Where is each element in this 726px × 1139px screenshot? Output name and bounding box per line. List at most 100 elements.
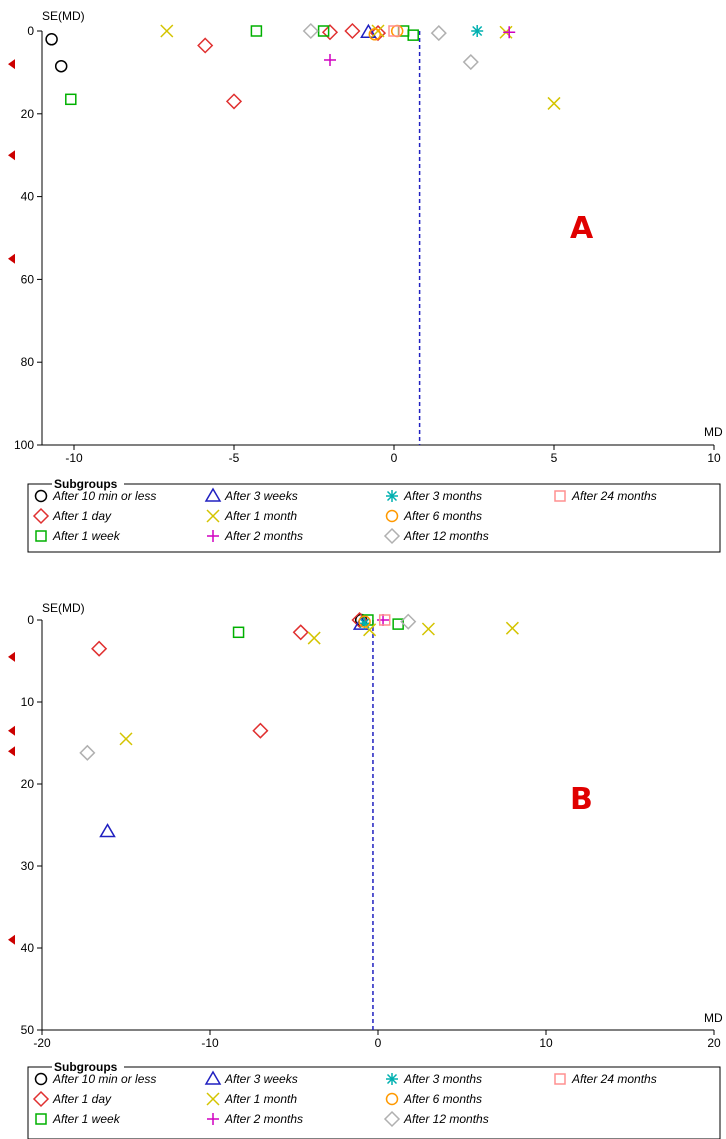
legend-item-after-1-day: After 1 day bbox=[32, 507, 112, 525]
legend-label-after-10-min-or-less: After 10 min or less bbox=[52, 1072, 156, 1086]
panel-b-point-after-24-months-1 bbox=[378, 614, 391, 626]
panel-b-left-arrow-4 bbox=[8, 934, 15, 945]
panel-a-point-after-1-day-2 bbox=[225, 93, 243, 110]
panel-a-point-after-1-week-5 bbox=[407, 29, 419, 41]
legend-item-after-2-months: After 2 months bbox=[207, 529, 303, 543]
panel-b-point-after-2-months-1 bbox=[377, 614, 390, 626]
panel-a-point-after-24-months-1 bbox=[388, 25, 400, 37]
panel-b-letter: B bbox=[570, 782, 593, 817]
panel-a-y-tick-label-80: 80 bbox=[21, 355, 35, 369]
panel-b-point-after-1-month-1 bbox=[119, 732, 133, 746]
legend-item-after-3-months: After 3 months bbox=[386, 489, 482, 503]
legend-item-after-1-week: After 1 week bbox=[35, 529, 121, 543]
panel-a-y-tick-label-0: 0 bbox=[27, 24, 34, 38]
panel-a-letter: A bbox=[570, 211, 594, 246]
legend-item-after-2-months: After 2 months bbox=[207, 1112, 303, 1126]
legend-marker-after-6-months bbox=[385, 509, 399, 523]
panel-b-point-after-1-day-2 bbox=[252, 722, 269, 739]
legend-item-after-3-weeks: After 3 weeks bbox=[204, 487, 298, 503]
panel-a-x-tick-label-5: 5 bbox=[551, 451, 558, 465]
legend-label-after-1-week: After 1 week bbox=[52, 1112, 121, 1126]
legend-item-after-6-months: After 6 months bbox=[385, 1092, 482, 1106]
legend-marker-after-10-min-or-less bbox=[34, 489, 48, 503]
panel-a-point-after-6-months-1 bbox=[368, 28, 382, 41]
panel-a-y-tick-label-20: 20 bbox=[21, 107, 35, 121]
legend-marker-after-24-months bbox=[554, 490, 566, 502]
panel-a-point-after-10-min-or-less-1 bbox=[45, 33, 58, 46]
panel-b-point-after-1-month-2 bbox=[307, 631, 321, 645]
panel-b-xlabel: MD bbox=[704, 1011, 723, 1025]
legend-item-after-12-months: After 12 months bbox=[383, 1110, 489, 1128]
panel-b-x-tick-label-minus-10: -10 bbox=[201, 1036, 219, 1050]
legend-title: Subgroups bbox=[54, 1060, 118, 1074]
legend-label-after-2-months: After 2 months bbox=[224, 529, 303, 543]
legend-marker-after-10-min-or-less bbox=[34, 1072, 48, 1086]
legend-box bbox=[27, 1066, 721, 1139]
panel-b-legend: Subgroups After 10 min or less After 3 we… bbox=[27, 1060, 721, 1139]
legend-marker-after-24-months bbox=[554, 1073, 566, 1085]
legend-marker-after-1-week bbox=[35, 1113, 47, 1125]
legend-item-after-6-months: After 6 months bbox=[385, 509, 482, 523]
legend-marker-after-1-day bbox=[32, 507, 50, 525]
panel-a-point-after-1-month-1 bbox=[160, 24, 174, 38]
panel-b-left-arrow-3 bbox=[8, 746, 15, 757]
panel-a-point-after-12-months-2 bbox=[430, 25, 447, 42]
panel-a-point-after-1-day-1 bbox=[197, 37, 214, 54]
panel-a-point-after-2-months-2 bbox=[503, 26, 516, 39]
legend-label-after-10-min-or-less: After 10 min or less bbox=[52, 489, 156, 503]
panel-a-x-tick-label-minus-5: -5 bbox=[229, 451, 240, 465]
panel-b-point-after-1-day-3 bbox=[292, 624, 309, 641]
legend-label-after-3-weeks: After 3 weeks bbox=[224, 1072, 298, 1086]
panel-a-y-tick-label-60: 60 bbox=[21, 272, 35, 286]
panel-b-point-after-12-months-2 bbox=[400, 613, 417, 630]
panel-a-point-after-1-day-4 bbox=[344, 22, 361, 40]
legend-item-after-3-months: After 3 months bbox=[386, 1072, 482, 1086]
legend-item-after-3-weeks: After 3 weeks bbox=[204, 1070, 298, 1086]
panel-a-x-tick-label-minus-10: -10 bbox=[65, 451, 83, 465]
panel-b-y-tick-label-20: 20 bbox=[21, 777, 35, 791]
panel-a-y-tick-label-40: 40 bbox=[21, 190, 35, 204]
legend-marker-after-3-months bbox=[386, 1073, 398, 1085]
panel-b-y-tick-label-10: 10 bbox=[21, 695, 35, 709]
funnel-plot-a: SE(MD) MD A Subgroups After 10 min or le… bbox=[8, 9, 723, 553]
panel-b-point-after-1-month-5 bbox=[505, 621, 519, 635]
legend-box bbox=[27, 483, 721, 553]
panel-b-left-arrow-2 bbox=[8, 725, 15, 736]
panel-b-y-tick-label-40: 40 bbox=[21, 941, 35, 955]
legend-label-after-12-months: After 12 months bbox=[403, 1112, 489, 1126]
panel-a-left-arrow-3 bbox=[8, 253, 15, 264]
panel-a-left-arrow-1 bbox=[8, 59, 15, 70]
panel-b-point-after-1-month-4 bbox=[421, 622, 435, 636]
panel-b-point-after-1-week-1 bbox=[232, 626, 245, 639]
panel-a-left-arrow-2 bbox=[8, 150, 15, 161]
panel-b-x-tick-label-minus-20: -20 bbox=[33, 1036, 51, 1050]
panel-b-point-after-3-weeks-1 bbox=[99, 823, 116, 838]
panel-a-point-after-2-months-1 bbox=[324, 53, 336, 66]
funnel-plot-b: SE(MD) MD B Subgroups After 10 min or le… bbox=[8, 601, 723, 1139]
panel-a-point-after-1-week-4 bbox=[397, 25, 410, 37]
panel-b-point-after-12-months-1 bbox=[79, 744, 96, 761]
legend-label-after-24-months: After 24 months bbox=[571, 1072, 657, 1086]
panel-a-point-after-1-month-2 bbox=[371, 24, 385, 38]
legend-item-after-1-month: After 1 month bbox=[206, 509, 297, 523]
panel-b-point-after-6-months-1 bbox=[358, 615, 371, 628]
panel-b-x-tick-label-0: 0 bbox=[375, 1036, 382, 1050]
legend-label-after-6-months: After 6 months bbox=[403, 1092, 482, 1106]
legend-item-after-1-day: After 1 day bbox=[32, 1090, 112, 1108]
panel-a-x-tick-label-0: 0 bbox=[391, 451, 398, 465]
legend-label-after-12-months: After 12 months bbox=[403, 529, 489, 543]
legend-marker-after-1-month bbox=[206, 1092, 220, 1106]
panel-a-xlabel: MD bbox=[704, 425, 723, 439]
panel-a-point-after-1-week-2 bbox=[250, 25, 263, 37]
panel-a-y-tick-label-100: 100 bbox=[14, 438, 34, 452]
panel-a-point-after-1-day-5 bbox=[369, 25, 387, 42]
panel-a-point-after-12-months-3 bbox=[462, 53, 479, 71]
panel-b-x-tick-label-20: 20 bbox=[707, 1036, 721, 1050]
panel-a-point-after-1-day-3 bbox=[321, 24, 339, 41]
panel-a-point-after-10-min-or-less-2 bbox=[54, 59, 68, 73]
legend-marker-after-2-months bbox=[207, 1113, 219, 1125]
legend-item-after-10-min-or-less: After 10 min or less bbox=[34, 1072, 156, 1086]
legend-label-after-1-week: After 1 week bbox=[52, 529, 121, 543]
panel-b-y-tick-label-50: 50 bbox=[21, 1023, 35, 1037]
panel-b-x-tick-label-10: 10 bbox=[539, 1036, 553, 1050]
